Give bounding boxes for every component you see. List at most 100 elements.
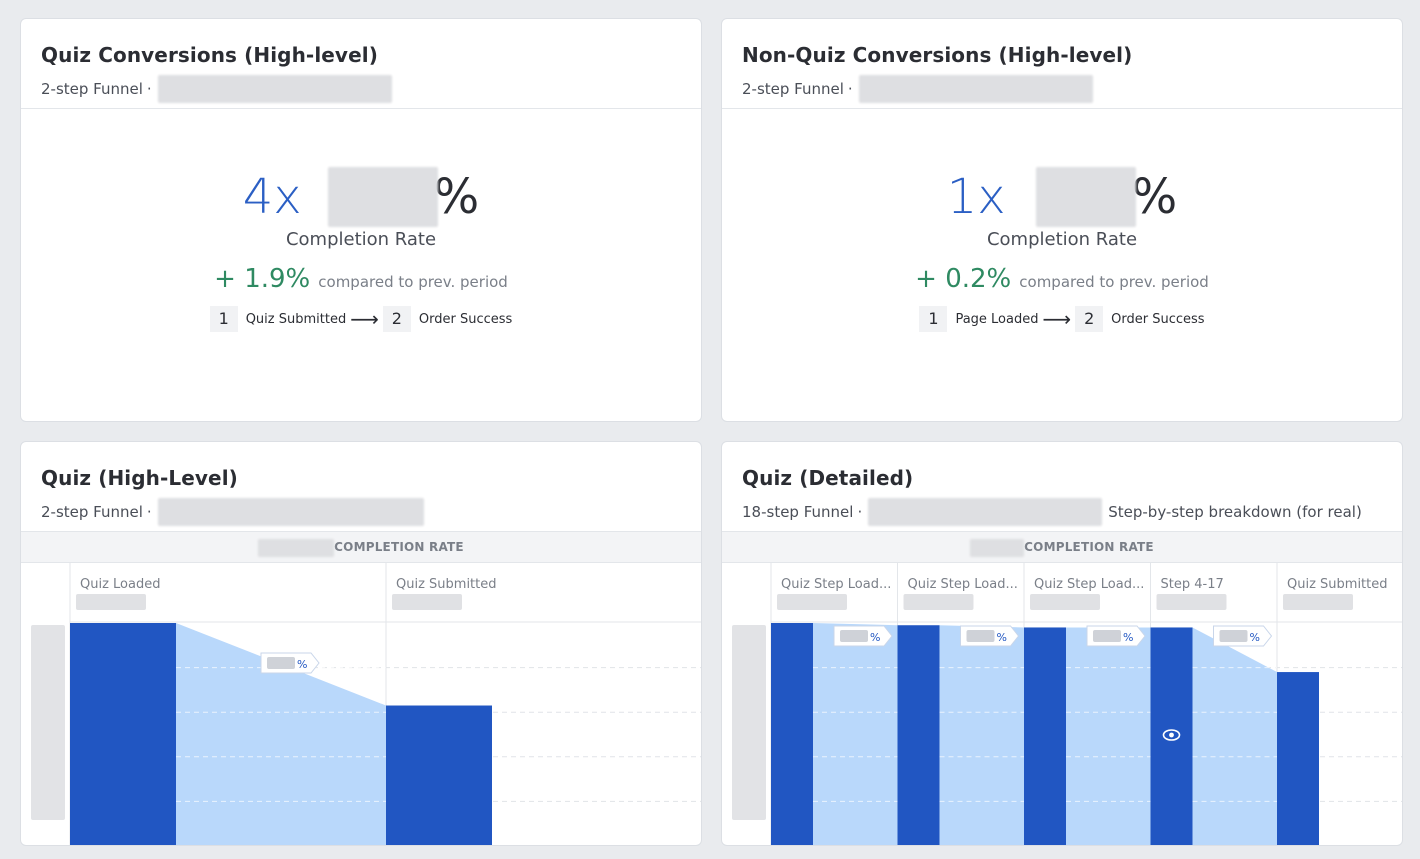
card-subtitle: 2-step Funnel · — [41, 75, 701, 103]
card-title[interactable]: Quiz (Detailed) — [742, 466, 914, 490]
metric-label: Completion Rate — [986, 229, 1138, 250]
redacted-y-axis — [732, 625, 766, 820]
conversion-badge: % — [260, 652, 320, 674]
step-label: Quiz Step Load... — [1034, 577, 1144, 592]
redacted-step-count — [903, 594, 974, 610]
redacted-y-axis — [31, 625, 65, 820]
card-non-quiz-conversions[interactable]: Non-Quiz Conversions (High-level) 2-step… — [721, 18, 1403, 422]
badge-percent: % — [997, 631, 1007, 644]
eye-pupil — [1169, 732, 1174, 738]
redacted-step-count — [76, 594, 146, 610]
delta-value: + 1.9% — [214, 264, 311, 294]
step-label: Page Loaded — [955, 311, 1039, 327]
metric-block: 1x % Completion Rate + 0.2% compared to … — [722, 167, 1402, 332]
card-title[interactable]: Quiz (High-Level) — [41, 466, 238, 490]
conversion-flow — [176, 623, 386, 845]
completion-rate-label: COMPLETION RATE — [334, 540, 464, 554]
arrow-right-icon: ⟶ — [350, 307, 379, 331]
redacted-step-count — [777, 594, 847, 610]
card-quiz-conversions[interactable]: Quiz Conversions (High-level) 2-step Fun… — [20, 18, 702, 422]
funnel-chart: Quiz Step Load... Quiz Step Load... Quiz S… — [732, 563, 1402, 845]
card-header: Quiz Conversions (High-level) 2-step Fun… — [21, 19, 701, 109]
metric-block: 4x % Completion Rate + 1.9% compared to … — [21, 167, 701, 332]
redacted-badge-value — [267, 657, 295, 669]
conversion-flow — [1066, 627, 1151, 845]
completion-rate-bar: COMPLETION RATE — [722, 532, 1402, 563]
step-number: 1 — [919, 306, 948, 332]
step-number: 1 — [209, 306, 238, 332]
separator: · — [146, 80, 152, 98]
step-number: 2 — [1075, 306, 1104, 332]
redacted-completion-value — [970, 538, 1025, 557]
arrow-right-icon: ⟶ — [1042, 307, 1072, 331]
eye-icon — [1162, 729, 1181, 741]
card-title[interactable]: Non-Quiz Conversions (High-level) — [742, 43, 1133, 67]
redacted-rate-value — [1035, 167, 1136, 227]
redacted-step-count — [1030, 594, 1100, 610]
step-label: Quiz Submitted — [245, 311, 347, 327]
funnel-type: 2-step Funnel — [41, 80, 143, 98]
step-label: Quiz Step Load... — [781, 577, 891, 592]
badge-percent: % — [870, 631, 880, 644]
step-label: Quiz Loaded — [80, 577, 160, 592]
card-header: Quiz (Detailed) 18-step Funnel · Step-by… — [722, 442, 1402, 532]
funnel-type: 2-step Funnel — [742, 80, 844, 98]
multiplier: 4x — [242, 169, 302, 225]
card-subtitle: 2-step Funnel · — [41, 498, 701, 526]
metric-label: Completion Rate — [285, 229, 437, 250]
redacted-badge-value — [1093, 630, 1121, 642]
conversion-badge: % — [1086, 625, 1146, 647]
funnel-bar — [1024, 627, 1066, 845]
separator: · — [857, 503, 863, 521]
funnel-bar — [70, 623, 176, 845]
step-label: Order Success — [418, 311, 513, 327]
eye-outline — [1162, 729, 1181, 741]
redacted-badge-value — [1219, 630, 1248, 642]
card-header: Quiz (High-Level) 2-step Funnel · — [21, 442, 701, 532]
step-label: Quiz Submitted — [1287, 577, 1388, 592]
completion-rate-label: COMPLETION RATE — [1024, 540, 1154, 554]
conversion-flow — [1192, 627, 1277, 845]
card-quiz-high-level[interactable]: Quiz (High-Level) 2-step Funnel · COMPLE… — [20, 441, 702, 846]
redacted-rate-value — [327, 167, 438, 227]
badge-percent: % — [1123, 631, 1133, 644]
card-subtitle: 18-step Funnel · Step-by-step breakdown … — [742, 498, 1402, 526]
redacted-date-range — [157, 498, 424, 526]
redacted-date-range — [858, 75, 1093, 103]
funnel-type: 18-step Funnel — [742, 503, 854, 521]
delta-value: + 0.2% — [915, 264, 1012, 294]
funnel-chart: Quiz Loaded Quiz Submitted% — [31, 563, 701, 845]
conversion-badge: % — [1213, 625, 1273, 647]
step-label: Quiz Submitted — [396, 577, 497, 592]
redacted-badge-value — [840, 630, 868, 642]
conversion-badge: % — [833, 625, 893, 647]
separator: · — [847, 80, 853, 98]
badge-percent: % — [297, 658, 307, 671]
percent-sign: % — [1131, 169, 1178, 225]
redacted-date-range — [157, 75, 392, 103]
conversion-flow — [813, 623, 898, 845]
card-description: Step-by-step breakdown (for real) — [1108, 503, 1362, 521]
redacted-step-count — [1156, 594, 1227, 610]
redacted-step-count — [1283, 594, 1353, 610]
step-label: Order Success — [1111, 311, 1205, 327]
funnel-bar — [771, 623, 813, 845]
step-number: 2 — [382, 306, 411, 332]
card-quiz-detailed[interactable]: Quiz (Detailed) 18-step Funnel · Step-by… — [721, 441, 1403, 846]
redacted-completion-value — [258, 538, 335, 557]
redacted-badge-value — [966, 630, 995, 642]
step-label: Quiz Step Load... — [908, 577, 1018, 592]
card-title[interactable]: Quiz Conversions (High-level) — [41, 43, 378, 67]
completion-rate-bar: COMPLETION RATE — [21, 532, 701, 563]
funnel-bar — [1277, 672, 1319, 845]
badge-percent: % — [1250, 631, 1260, 644]
card-header: Non-Quiz Conversions (High-level) 2-step… — [722, 19, 1402, 109]
funnel-type: 2-step Funnel — [41, 503, 143, 521]
card-subtitle: 2-step Funnel · — [742, 75, 1402, 103]
redacted-step-count — [392, 594, 462, 610]
funnel-bar — [897, 625, 940, 845]
funnel-steps: 1 Page Loaded ⟶ 2 Order Success — [722, 306, 1402, 332]
delta-note: compared to prev. period — [1019, 273, 1209, 291]
separator: · — [146, 503, 152, 521]
funnel-bar — [386, 705, 492, 845]
